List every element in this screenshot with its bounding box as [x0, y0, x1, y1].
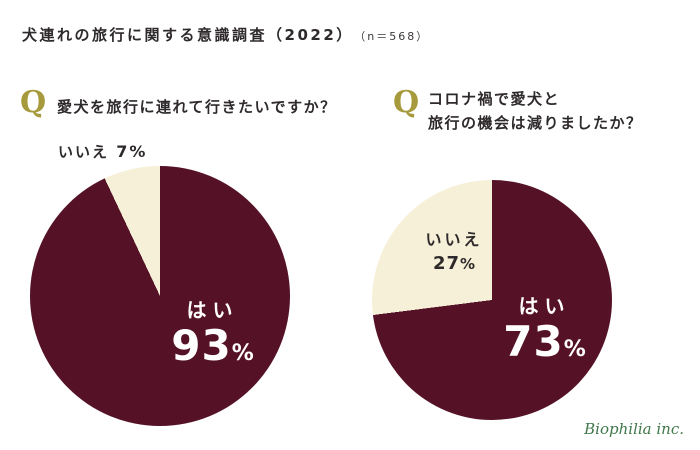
pie-label-no-outside: いいえ 7%: [58, 141, 147, 162]
yes-label-unit: %: [231, 341, 254, 366]
sample-size: （n＝568）: [359, 30, 430, 43]
pie-label-yes: はい 73%: [477, 290, 612, 365]
q-icon: Q: [20, 85, 47, 120]
question-line: 愛犬を旅行に連れて行きたいですか？: [57, 98, 337, 116]
yes-label-word: はい: [518, 294, 571, 318]
pie-chart-covid-impact: いいえ 27% はい 73%: [372, 180, 612, 420]
yes-label-unit: %: [563, 337, 586, 362]
yes-label-value: 73: [503, 317, 564, 366]
no-label-value: 27: [432, 253, 461, 274]
pie-chart-travel-desire: はい 93%: [30, 166, 290, 426]
survey-title: 犬連れの旅行に関する意識調査（2022）: [22, 26, 354, 44]
no-label-value: 7: [116, 142, 130, 161]
question-line: コロナ禍で愛犬と: [428, 90, 561, 108]
yes-label-word: はい: [186, 298, 239, 322]
no-label-word: いいえ: [425, 230, 483, 249]
company-logo: Biophilia inc.: [584, 420, 684, 438]
title-row: 犬連れの旅行に関する意識調査（2022） （n＝568）: [22, 24, 429, 45]
no-label-unit: %: [129, 142, 148, 161]
pie-label-yes: はい 93%: [145, 294, 280, 369]
no-label-unit: %: [460, 255, 476, 273]
yes-label-value: 93: [171, 321, 232, 370]
q-icon: Q: [393, 85, 420, 120]
question-text-travel-desire: 愛犬を旅行に連れて行きたいですか？: [57, 95, 337, 119]
question-text-covid-impact: コロナ禍で愛犬と 旅行の機会は減りましたか？: [428, 87, 643, 135]
no-label-word: いいえ: [58, 143, 110, 161]
question-line: 旅行の機会は減りましたか？: [428, 114, 643, 132]
pie-label-no: いいえ 27%: [394, 226, 514, 277]
